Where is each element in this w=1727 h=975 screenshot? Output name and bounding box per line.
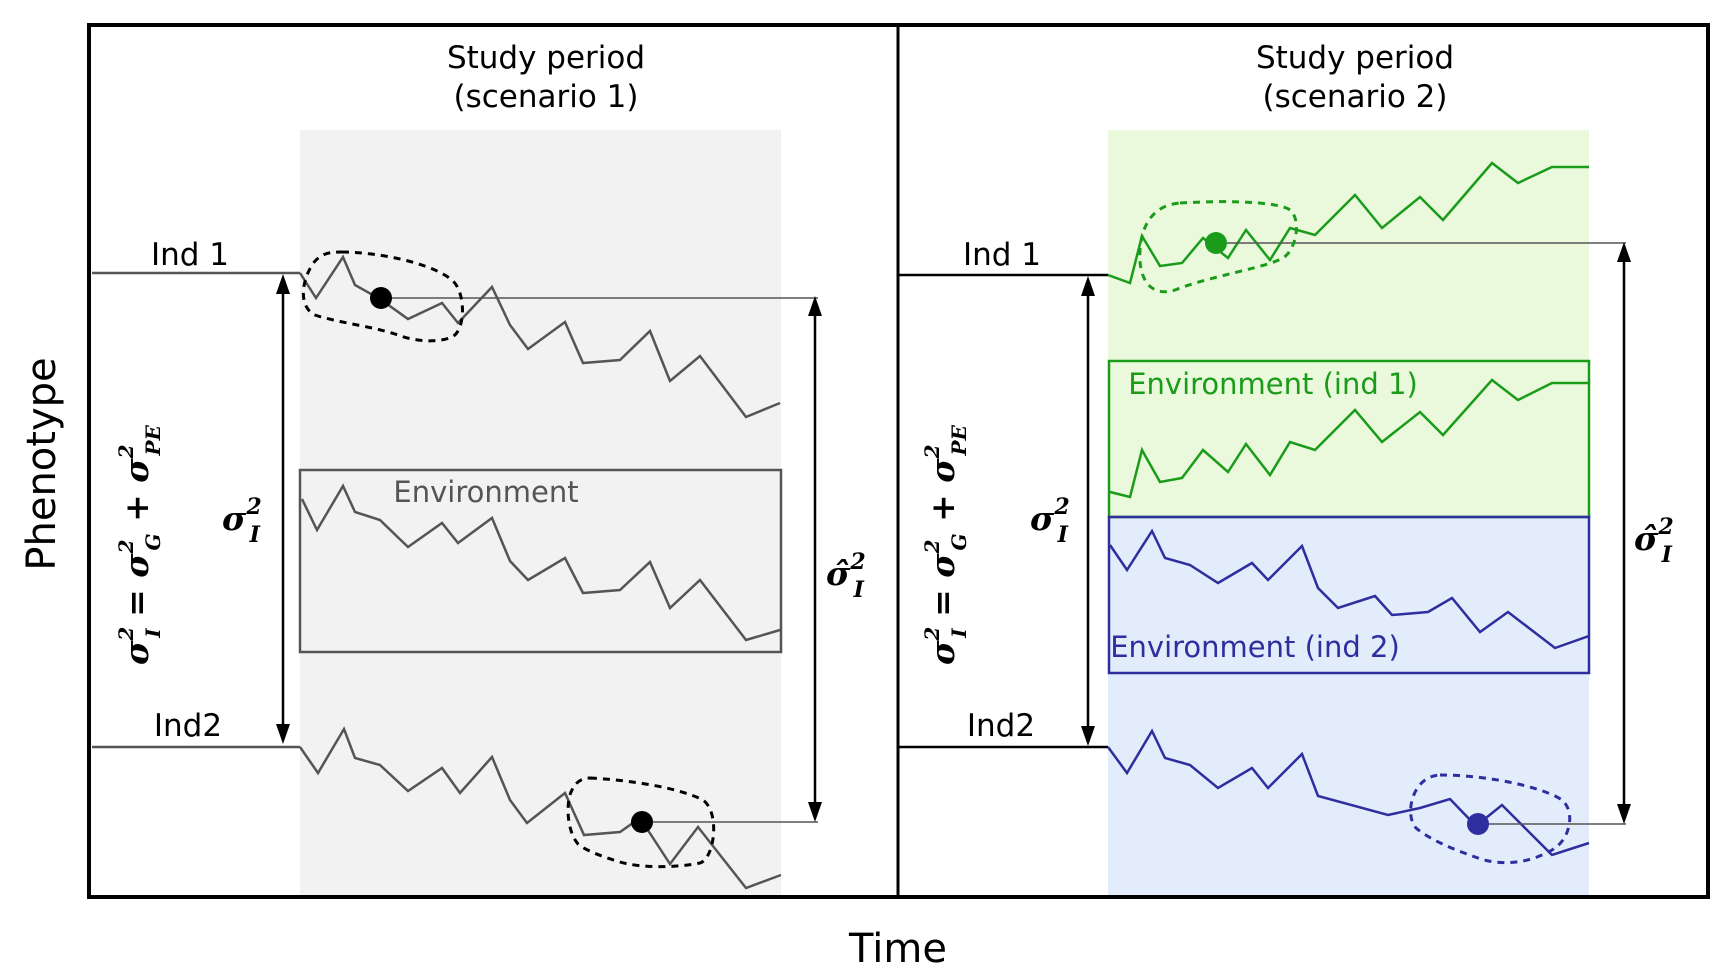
- ind2-label-1: Ind2: [154, 708, 222, 744]
- environment-ind2-box: [1107, 515, 1591, 675]
- ind2-sample-window-1: [566, 776, 716, 869]
- panel-scenario-1: Study period (scenario 1) Ind 1 Environm…: [92, 40, 866, 897]
- var-total-arrowhead-bottom-2: [1081, 726, 1095, 746]
- study-period-shade-ind1: [1108, 130, 1589, 517]
- y-axis-label: Phenotype: [19, 357, 65, 570]
- study-period-title-1b: (scenario 1): [453, 79, 638, 115]
- var-total-arrowhead-top-1: [276, 274, 290, 294]
- ind2-sample-point-2: [1467, 813, 1489, 835]
- var-total-arrowhead-bottom-1: [276, 724, 290, 744]
- ind1-trace-1: [298, 254, 781, 419]
- ind1-sample-point-1: [370, 287, 392, 309]
- environment-trace-1: [300, 483, 781, 642]
- study-period-shade-1: [300, 130, 781, 897]
- x-axis-label: Time: [848, 926, 947, 972]
- study-period-title-2b: (scenario 2): [1262, 79, 1447, 115]
- variance-equation-1: σ2 I = σ2 G + σ2 PE: [114, 424, 165, 665]
- ind1-sample-point-2: [1205, 232, 1227, 254]
- var-est-label-1: σ̂2 I: [826, 549, 866, 603]
- environment-label: Environment: [393, 475, 578, 509]
- ind2-label-2: Ind2: [967, 708, 1035, 744]
- var-total-label-2: σ2 I: [1030, 494, 1070, 548]
- study-period-title-2a: Study period: [1256, 40, 1454, 76]
- environment-box: [298, 468, 783, 654]
- ind1-sample-window-1: [301, 250, 464, 343]
- study-period-shade-ind2: [1108, 517, 1589, 897]
- var-est-arrowhead-top-2: [1617, 242, 1631, 262]
- ind2-trace-1: [298, 726, 782, 890]
- var-total-arrowhead-top-2: [1081, 276, 1095, 296]
- environment-ind1-label: Environment (ind 1): [1128, 367, 1418, 401]
- ind1-label-1: Ind 1: [151, 237, 229, 273]
- environment-ind2-trace: [1108, 528, 1590, 650]
- environment-ind1-trace: [1109, 378, 1589, 499]
- environment-ind2-label: Environment (ind 2): [1110, 630, 1400, 664]
- study-period-title-1a: Study period: [447, 40, 645, 76]
- var-total-label-1: σ2 I: [222, 494, 262, 548]
- ind2-sample-point-1: [631, 811, 653, 833]
- ind1-sample-window-2: [1138, 200, 1298, 294]
- panel-scenario-2: Study period (scenario 2) Ind 1 Environm…: [898, 40, 1674, 897]
- var-est-label-2: σ̂2 I: [1634, 514, 1674, 568]
- var-est-arrowhead-bottom-1: [808, 802, 822, 822]
- var-est-arrowhead-bottom-2: [1617, 804, 1631, 824]
- ind1-label-2: Ind 1: [963, 237, 1041, 273]
- var-est-arrowhead-top-1: [808, 296, 822, 316]
- variance-equation-2: σ2 I = σ2 G + σ2 PE: [920, 424, 971, 665]
- ind1-trace-2: [1107, 161, 1589, 285]
